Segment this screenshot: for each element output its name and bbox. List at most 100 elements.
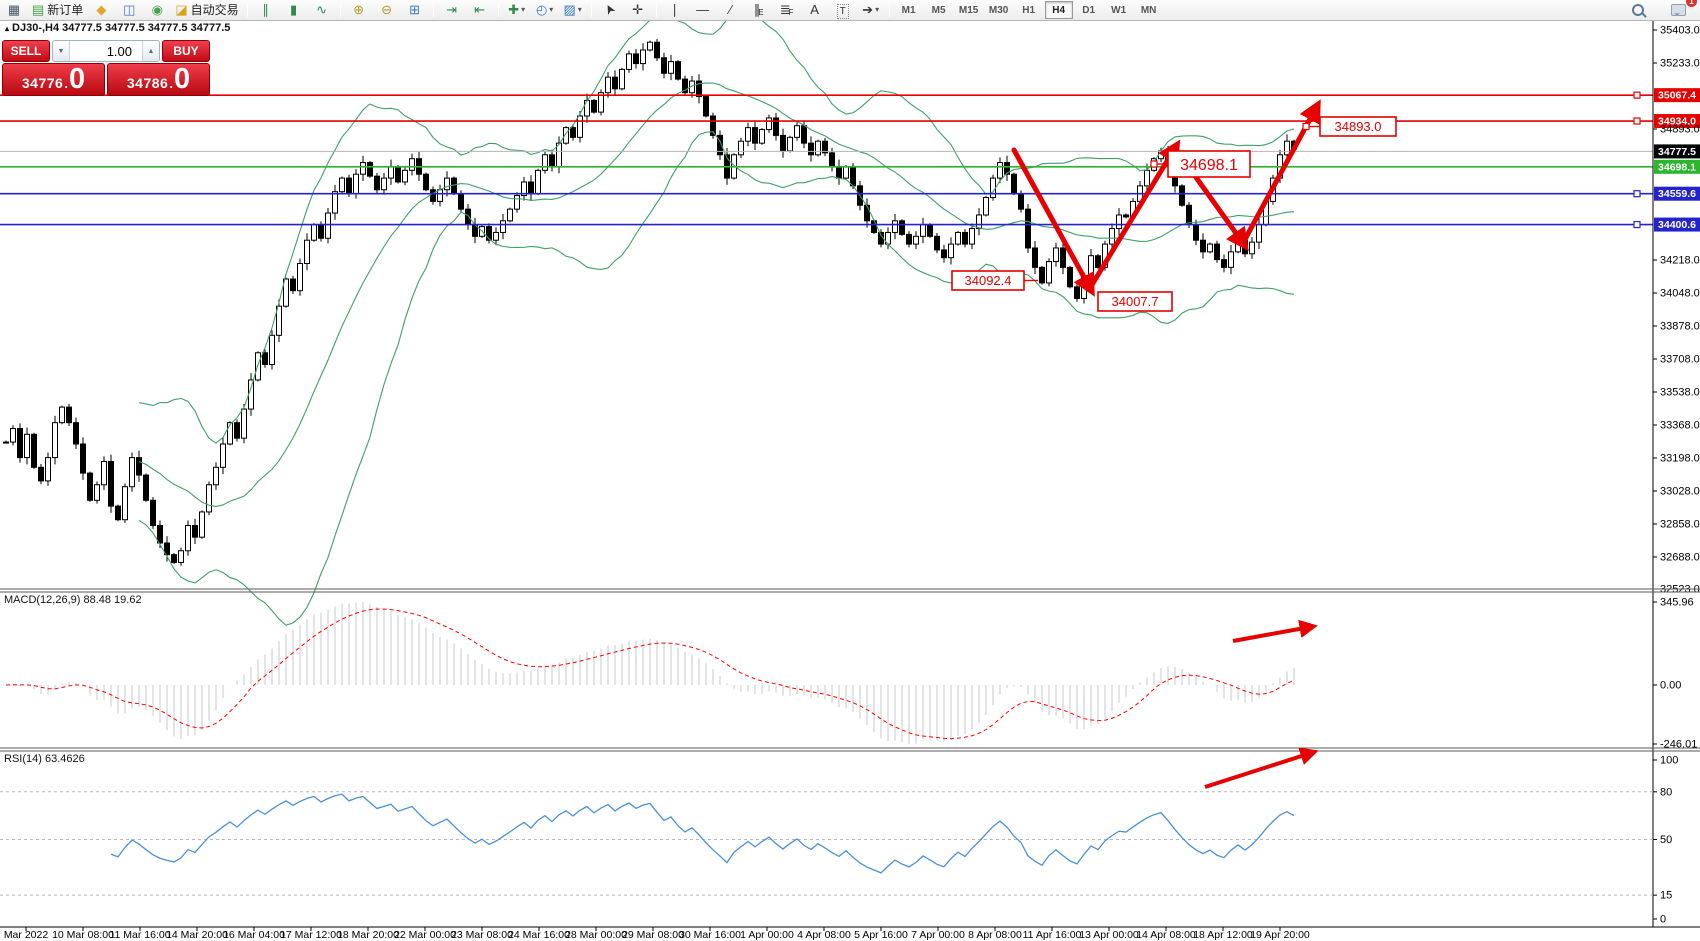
price-tick: 33708.0 bbox=[1660, 353, 1700, 365]
line-handle[interactable] bbox=[1633, 190, 1641, 198]
time-tick: 18 Apr 12:00 bbox=[1193, 929, 1253, 941]
time-tick: 17 Mar 12:00 bbox=[280, 929, 342, 941]
chart-shift-icon: ⇤ bbox=[474, 1, 486, 17]
buy-price-dot: . bbox=[169, 76, 173, 91]
rsi-label: RSI(14) 63.4626 bbox=[4, 753, 85, 765]
price-label-34007[interactable]: 34007.7 bbox=[1097, 291, 1173, 312]
dropdown-arrow-icon[interactable]: ▾ bbox=[875, 4, 880, 14]
text-icon[interactable]: A bbox=[802, 0, 828, 19]
chart-title: ▴ DJ30-,H4 34777.5 34777.5 34777.5 34777.… bbox=[5, 22, 230, 34]
one-click-trading-panel: SELL ▼ 1.00 ▲ BUY 34776. 0 34786. 0 bbox=[2, 40, 210, 96]
timeframe-m5[interactable]: M5 bbox=[931, 4, 946, 16]
trendline-icon: ∕ bbox=[729, 1, 732, 17]
highlighter-icon[interactable]: ◆ bbox=[88, 0, 114, 19]
channel-icon[interactable]: ∥ E bbox=[746, 0, 772, 19]
toolbar-separator bbox=[888, 2, 890, 17]
tile-windows-icon[interactable]: ⊞ bbox=[402, 0, 428, 19]
auto-scroll-icon[interactable]: ⇥ bbox=[439, 0, 465, 19]
chart-canvas[interactable]: 35067.4 34934.0 34698.1 34559.6 34400.6 34777… bbox=[0, 20, 1700, 941]
volume-value[interactable]: 1.00 bbox=[106, 43, 132, 59]
time-tick: Mar 2022 bbox=[4, 929, 49, 941]
channel-icon: ∥ bbox=[753, 1, 761, 17]
label-icon: T bbox=[836, 3, 849, 19]
search-button[interactable] bbox=[1625, 0, 1651, 20]
period-icon[interactable]: ◴ ▾ bbox=[532, 0, 558, 19]
timeframe-m15[interactable]: M15 bbox=[958, 4, 979, 16]
time-tick: 14 Apr 08:00 bbox=[1136, 929, 1196, 941]
timeframe-w1[interactable]: W1 bbox=[1111, 4, 1127, 16]
rsi-trend-arrow[interactable] bbox=[1204, 747, 1319, 789]
chart-shift-icon[interactable]: ⇤ bbox=[467, 0, 493, 19]
label-icon[interactable]: T bbox=[830, 1, 856, 21]
fibonacci-icon: ≣ bbox=[779, 1, 791, 17]
price-label-34698[interactable]: 34698.1 bbox=[1150, 150, 1251, 178]
template-icon[interactable]: ▨ ▾ bbox=[560, 0, 586, 19]
price-tick: 32858.0 bbox=[1660, 518, 1700, 530]
period-icon: ◴ bbox=[535, 1, 548, 17]
new-order-button[interactable]: ▤ 新订单 bbox=[29, 0, 86, 19]
zigzag-arrow-segment[interactable] bbox=[1087, 139, 1181, 291]
market-watch-icon[interactable]: ◫ bbox=[116, 0, 142, 19]
highlighter-icon: ◆ bbox=[96, 1, 107, 17]
bollinger-middle bbox=[138, 82, 1295, 507]
zoom-in-icon[interactable]: ⊕ bbox=[346, 0, 372, 19]
dropdown-arrow-icon[interactable]: ▾ bbox=[577, 4, 582, 14]
volume-stepper[interactable]: ▼ 1.00 ▲ bbox=[52, 40, 160, 62]
timeframe-d1[interactable]: D1 bbox=[1082, 4, 1096, 16]
shapes-icon: ➔ bbox=[862, 1, 874, 17]
bar-chart-icon[interactable]: ∥ bbox=[253, 0, 279, 19]
line-chart-icon[interactable]: ∿ bbox=[309, 0, 335, 19]
sell-button[interactable]: SELL bbox=[2, 40, 50, 62]
line-chart-icon: ∿ bbox=[316, 1, 328, 17]
sell-price[interactable]: 34776. 0 bbox=[2, 63, 105, 96]
timeframe-h4[interactable]: H4 bbox=[1044, 1, 1073, 19]
timeframe-m30[interactable]: M30 bbox=[988, 4, 1009, 16]
autotrading-button[interactable]: ◪ 自动交易 bbox=[172, 0, 241, 19]
add-indicator-icon[interactable]: ✚ ▾ bbox=[504, 0, 530, 19]
chat-button[interactable]: 1 bbox=[1665, 0, 1697, 20]
search-icon bbox=[1632, 4, 1644, 16]
cursor-icon[interactable]: ➤ bbox=[597, 0, 623, 19]
line-handle[interactable] bbox=[1633, 220, 1641, 229]
signals-icon: ◉ bbox=[151, 1, 163, 17]
dropdown-arrow-icon[interactable]: ▾ bbox=[521, 4, 526, 14]
symbol-marker-icon: ▴ bbox=[5, 24, 10, 33]
price-tick: 34893.0 bbox=[1660, 123, 1700, 135]
price-label-34893[interactable]: 34893.0 bbox=[1302, 116, 1397, 137]
buy-price[interactable]: 34786. 0 bbox=[107, 63, 210, 96]
svg-text:34559.6: 34559.6 bbox=[1658, 188, 1696, 200]
zigzag-arrow-segment[interactable] bbox=[1240, 99, 1321, 246]
vline-icon[interactable]: ∣ bbox=[662, 0, 688, 19]
zigzag-arrow-segment[interactable] bbox=[1011, 147, 1095, 297]
macd-trend-arrow[interactable] bbox=[1232, 619, 1318, 643]
hline-icon[interactable]: — bbox=[690, 0, 716, 19]
price-tick: 34048.0 bbox=[1660, 288, 1700, 300]
timeframe-mn[interactable]: MN bbox=[1140, 4, 1157, 16]
line-handle[interactable] bbox=[1633, 117, 1641, 125]
time-tick: 10 Mar 08:00 bbox=[52, 929, 114, 941]
time-tick: 30 Mar 16:00 bbox=[679, 929, 741, 941]
timeframe-m1[interactable]: M1 bbox=[901, 4, 916, 16]
line-handle[interactable] bbox=[1633, 91, 1641, 99]
macd-scale-tick: -246.01 bbox=[1660, 739, 1697, 751]
candle-chart-icon[interactable]: ▮ bbox=[281, 0, 307, 19]
price-label-34092[interactable]: 34092.4 bbox=[951, 270, 1038, 291]
toolbar-separator bbox=[339, 2, 341, 17]
fibonacci-icon[interactable]: ≣ F bbox=[774, 0, 800, 19]
volume-decrease-icon[interactable]: ▼ bbox=[53, 41, 70, 61]
chart-title-text: DJ30-,H4 34777.5 34777.5 34777.5 34777.5 bbox=[12, 22, 231, 34]
trendline-icon[interactable]: ∕ bbox=[718, 0, 744, 19]
hline-icon: — bbox=[696, 1, 710, 17]
axis-tag bbox=[1654, 217, 1700, 232]
signals-icon[interactable]: ◉ bbox=[144, 0, 170, 19]
time-tick: 22 Mar 00:00 bbox=[394, 929, 456, 941]
new-order-icon: ▤ bbox=[32, 1, 45, 17]
buy-button[interactable]: BUY bbox=[162, 40, 210, 62]
zoom-out-icon[interactable]: ⊖ bbox=[374, 0, 400, 19]
timeframe-h1[interactable]: H1 bbox=[1022, 4, 1036, 16]
dropdown-arrow-icon[interactable]: ▾ bbox=[549, 4, 554, 14]
crosshair-icon[interactable]: ✛ bbox=[625, 0, 651, 19]
shapes-icon[interactable]: ➔ ▾ bbox=[858, 0, 884, 19]
app-icon[interactable]: ▦ bbox=[1, 0, 27, 19]
volume-increase-icon[interactable]: ▲ bbox=[142, 41, 159, 61]
